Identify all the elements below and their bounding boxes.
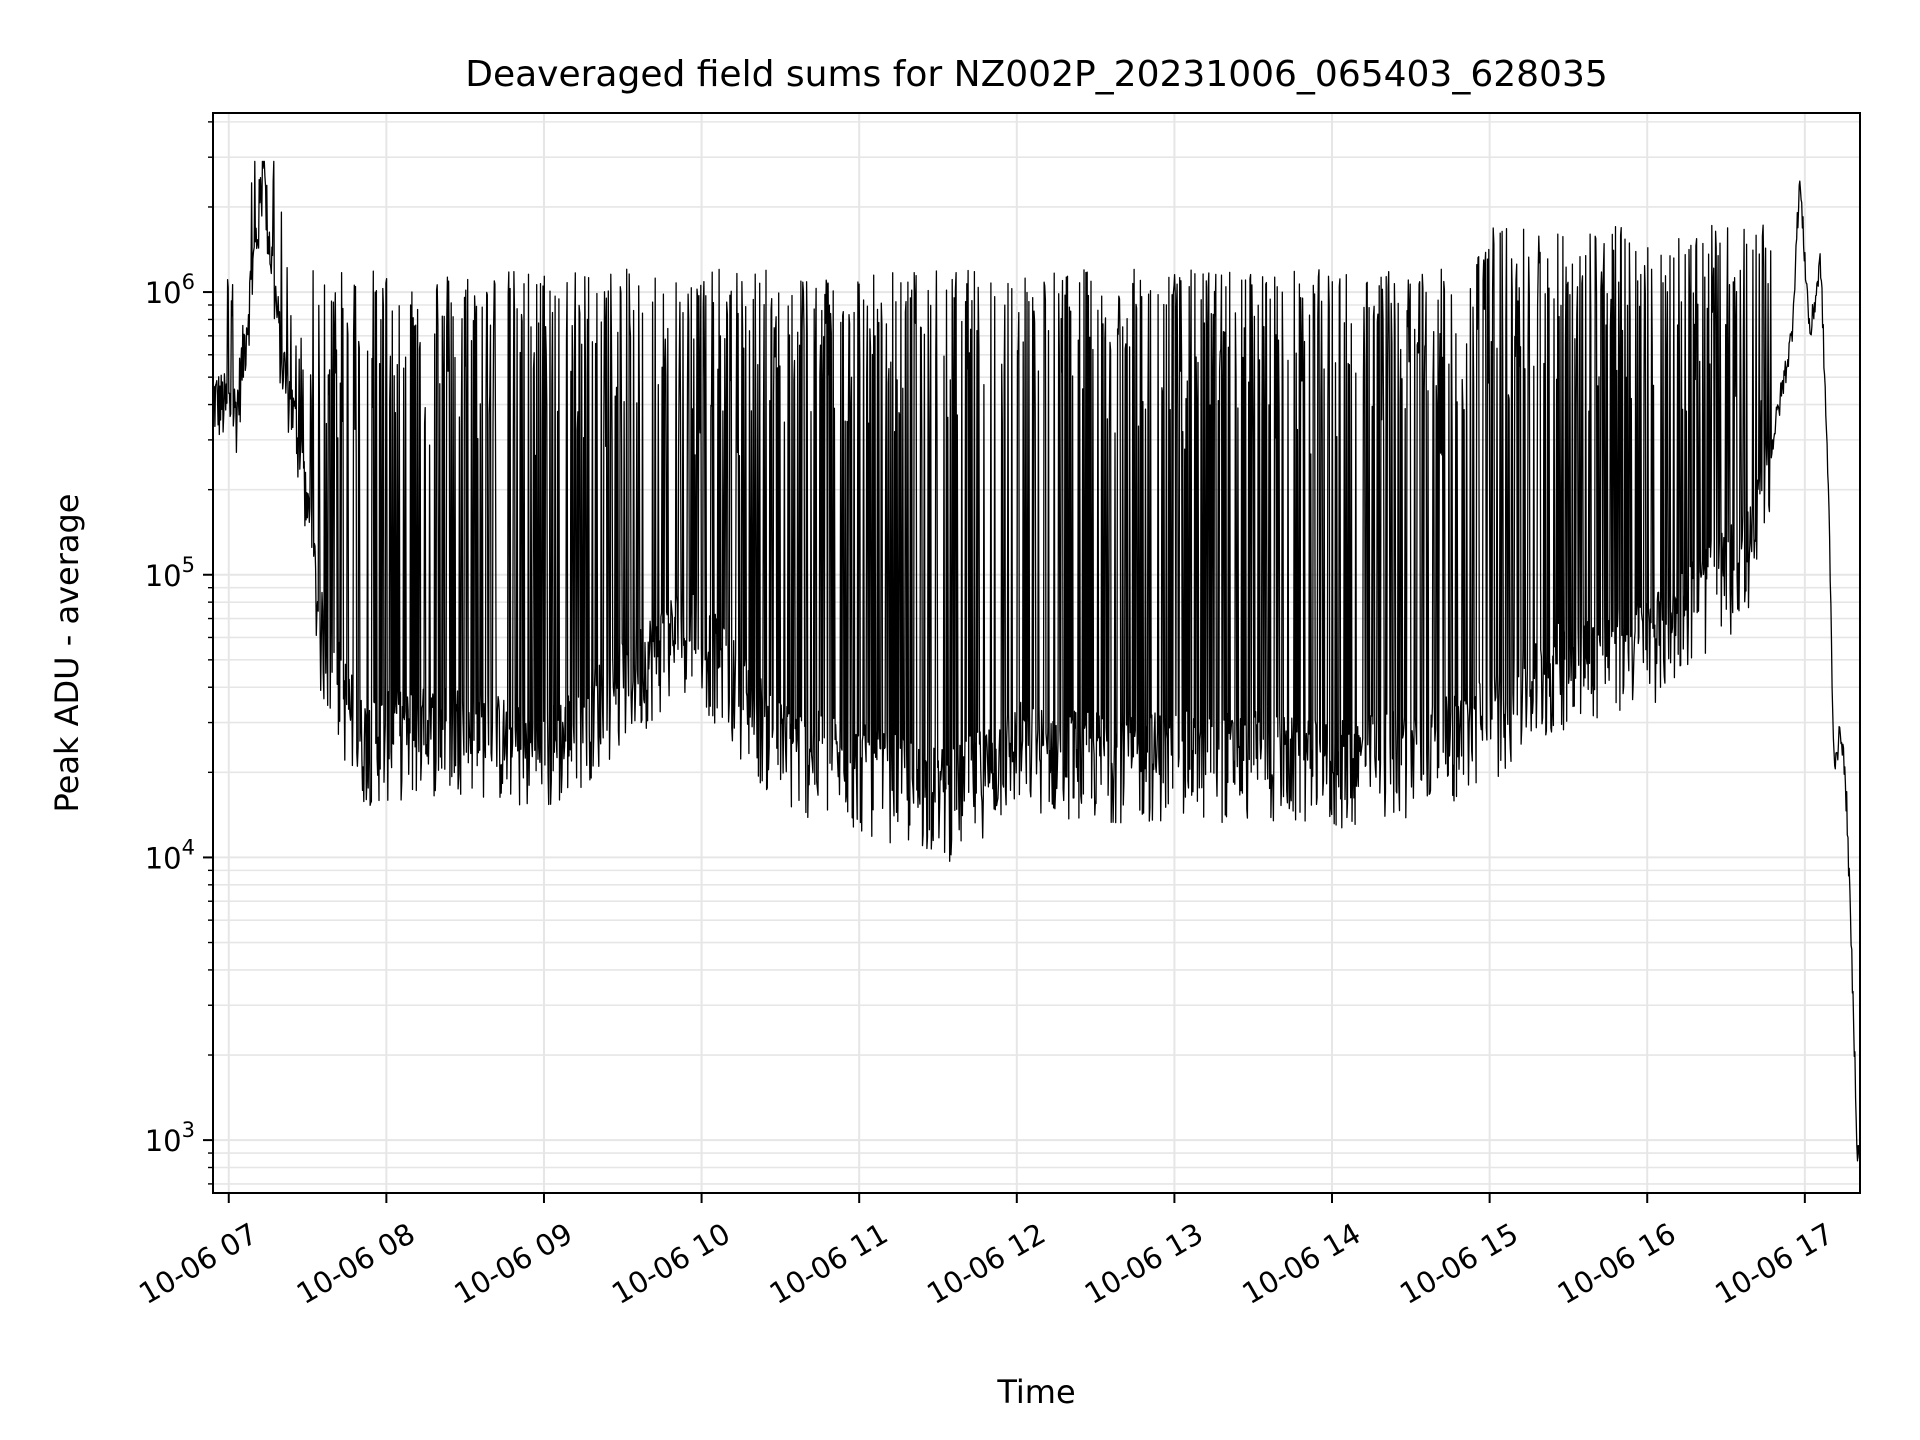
y-tick-label: 104 — [145, 835, 195, 875]
series-layer — [212, 160, 1861, 1162]
plot-frame — [212, 112, 1861, 1194]
y-tick-label: 105 — [145, 553, 195, 593]
y-tick-label: 106 — [145, 270, 195, 310]
y-axis: 103 104 105 106 — [145, 121, 213, 1185]
y-axis-label: Peak ADU - average — [48, 494, 86, 813]
y-tick-label: 103 — [145, 1118, 195, 1158]
x-axis-label: Time — [996, 1373, 1075, 1411]
series-line — [212, 160, 1861, 1162]
chart-title: Deaveraged field sums for NZ002P_2023100… — [465, 54, 1608, 95]
